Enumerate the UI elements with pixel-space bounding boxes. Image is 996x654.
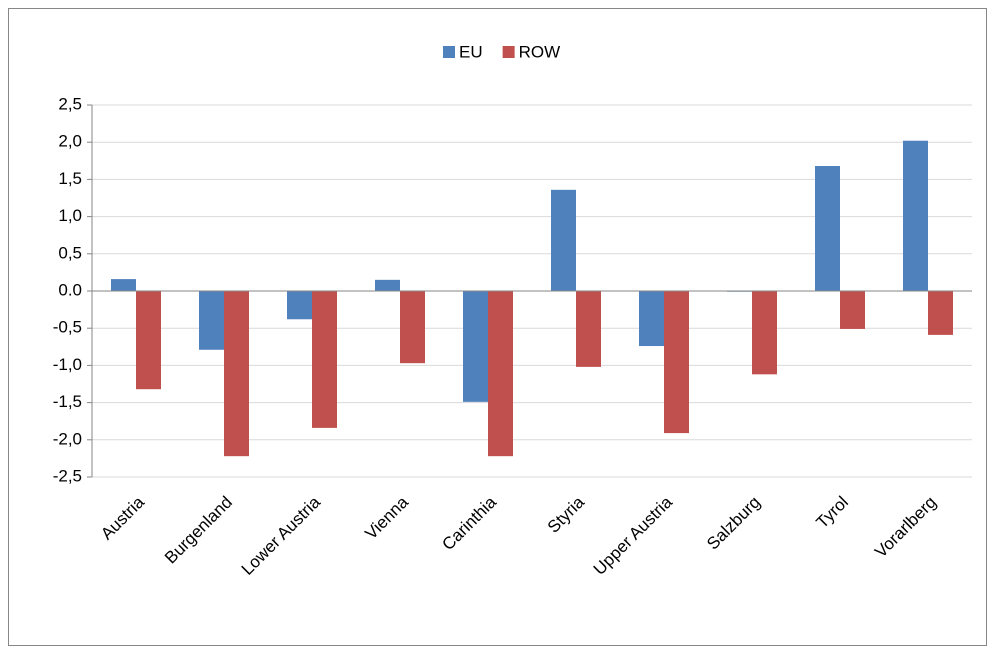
- bar: [400, 291, 425, 364]
- bar: [375, 279, 400, 291]
- y-tick-label: -2,0: [53, 429, 82, 448]
- y-tick-label: 1,0: [58, 206, 82, 225]
- y-tick-label: 1,5: [58, 169, 82, 188]
- y-tick-label: 2,5: [58, 94, 82, 113]
- y-tick-label: -2,5: [53, 466, 82, 485]
- bar: [928, 291, 953, 335]
- y-tick-label: -1,0: [53, 355, 82, 374]
- bar: [199, 291, 224, 350]
- bar: [136, 291, 161, 390]
- bar: [551, 189, 576, 291]
- y-tick-label: -0,5: [53, 318, 82, 337]
- bar: [639, 291, 664, 347]
- bar: [815, 166, 840, 291]
- bar: [752, 291, 777, 375]
- y-tick-label: 0,5: [58, 243, 82, 262]
- legend-swatch: [443, 46, 455, 58]
- legend-swatch: [502, 46, 515, 58]
- bar: [287, 291, 312, 320]
- legend-label: ROW: [519, 42, 561, 61]
- bar: [224, 291, 249, 457]
- bar: [576, 291, 601, 367]
- y-tick-label: 0.0: [58, 280, 82, 299]
- bar: [312, 291, 337, 428]
- legend-label: EU: [459, 42, 483, 61]
- bar: [903, 140, 928, 291]
- bar: [111, 279, 136, 291]
- bar: [664, 291, 689, 434]
- bar: [840, 291, 865, 329]
- bar: [488, 291, 513, 457]
- bar: [463, 291, 488, 402]
- y-tick-label: 2,0: [58, 132, 82, 151]
- y-tick-label: -1,5: [53, 392, 82, 411]
